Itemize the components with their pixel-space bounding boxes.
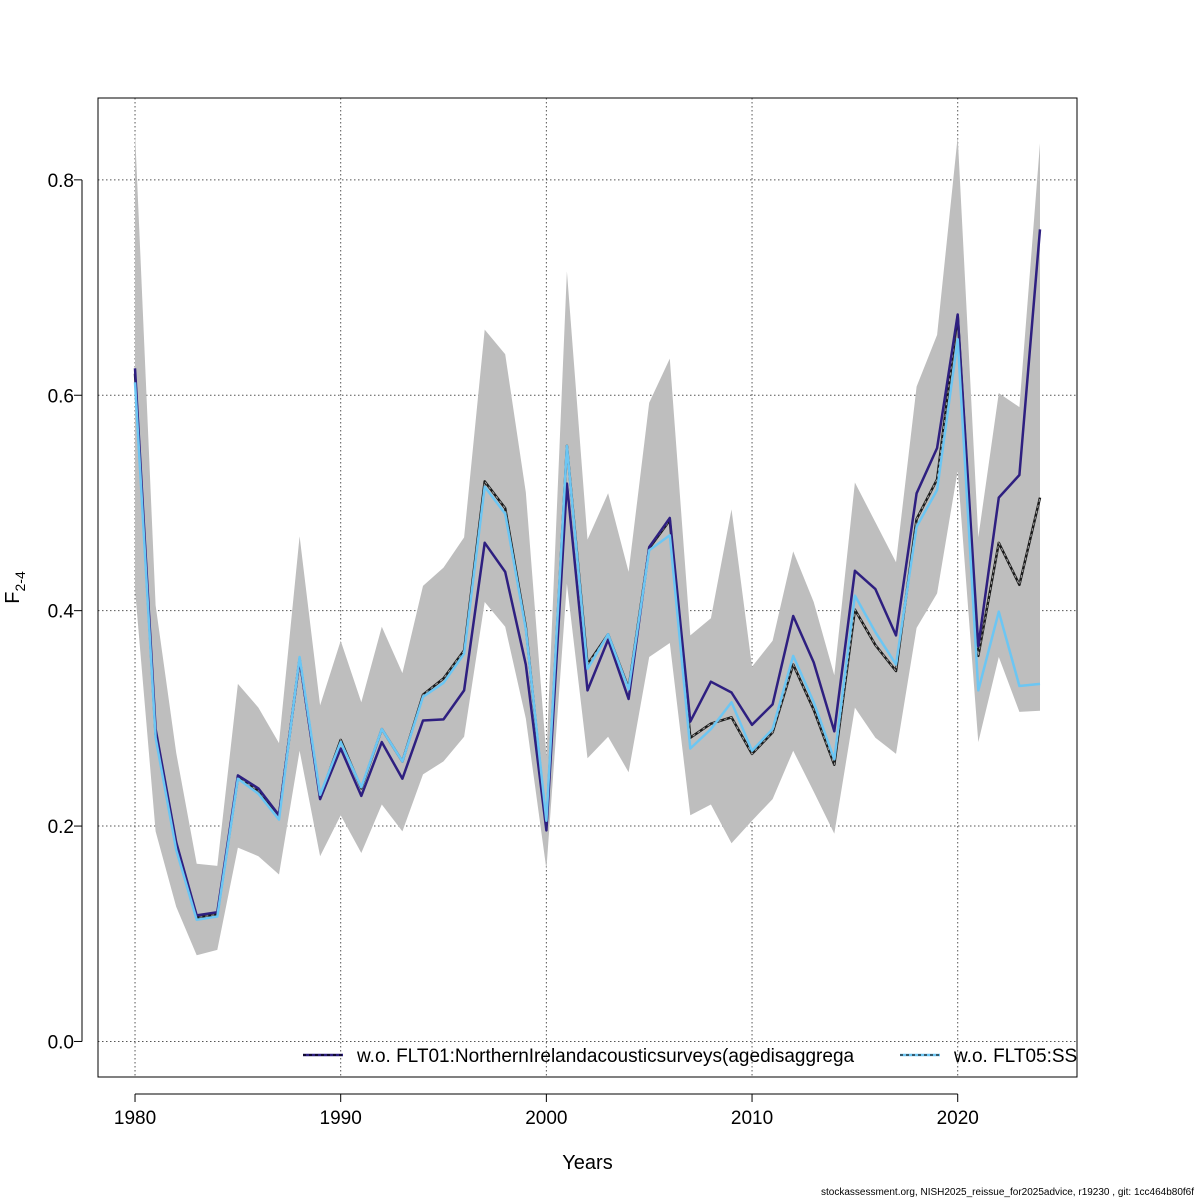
y-tick-label-0.6: 0.6 xyxy=(48,386,74,407)
series-layer xyxy=(133,229,1042,922)
legend: w.o. FLT01:NorthernIrelandacousticsurvey… xyxy=(303,1046,1077,1067)
y-tick-label-0.0: 0.0 xyxy=(48,1032,74,1053)
y-tick-label-0.2: 0.2 xyxy=(48,817,74,838)
legend-label-1: w.o. FLT05:SS xyxy=(953,1046,1077,1067)
x-tick-label-2010: 2010 xyxy=(731,1108,773,1129)
series-line-2 xyxy=(133,337,1041,922)
plot-frame xyxy=(97,97,1078,1078)
x-axis-label: Years xyxy=(562,1152,612,1174)
x-tick-label-1990: 1990 xyxy=(320,1108,362,1129)
legend-items: w.o. FLT01:NorthernIrelandacousticsurvey… xyxy=(303,1046,1077,1067)
x-tick-label-2000: 2000 xyxy=(525,1108,567,1129)
y-axis-label-subscript: 2-4 xyxy=(12,571,28,591)
x-tick-label-2020: 2020 xyxy=(937,1108,979,1129)
legend-label-0: w.o. FLT01:NorthernIrelandacousticsurvey… xyxy=(356,1046,855,1067)
axes: 1980 1990 2000 2010 2020 0.0 0.2 0.4 0.6 0.8 xyxy=(48,97,1078,1129)
confidence-band-layer xyxy=(135,131,1040,956)
confidence-band xyxy=(135,131,1040,956)
footer-source-text: stockassessment.org, NISH2025_reissue_fo… xyxy=(821,1187,1194,1198)
y-tick-label-0.4: 0.4 xyxy=(48,602,75,623)
y-axis-label: F2-4 xyxy=(2,571,28,604)
y-tick-label-0.8: 0.8 xyxy=(48,171,74,192)
y-axis-label-main: F xyxy=(2,592,24,604)
x-tick-label-1980: 1980 xyxy=(114,1108,156,1129)
